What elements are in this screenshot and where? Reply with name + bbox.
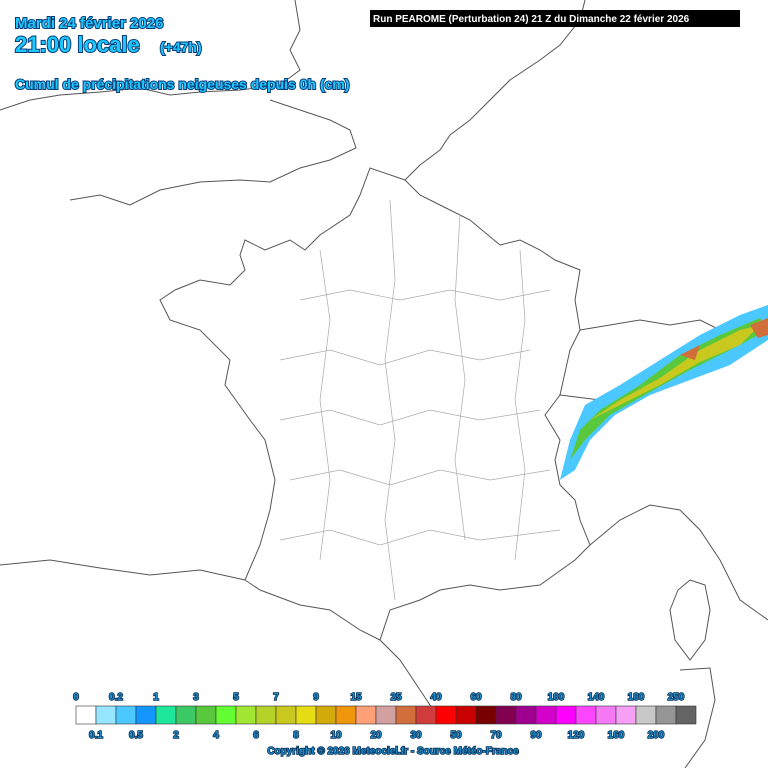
uk-south — [69, 99, 357, 206]
legend-label: 70 — [490, 730, 502, 741]
legend-swatch — [355, 705, 377, 725]
legend-swatch — [675, 705, 697, 725]
legend-label: 140 — [588, 692, 605, 703]
legend-label: 15 — [350, 692, 362, 703]
legend-label: 8 — [293, 730, 299, 741]
legend-swatch — [455, 705, 477, 725]
legend-label: 3 — [193, 692, 199, 703]
map-subtitle: Cumul de précipitations neigeuses depuis… — [15, 76, 350, 92]
snow-area — [590, 325, 760, 420]
legend-label: 50 — [450, 730, 462, 741]
legend-label: 60 — [470, 692, 482, 703]
legend-label: 160 — [608, 730, 625, 741]
legend-label: 1 — [153, 692, 159, 703]
legend-swatch — [275, 705, 297, 725]
legend-label: 80 — [510, 692, 522, 703]
legend-swatch — [495, 705, 517, 725]
legend-label: 40 — [430, 692, 442, 703]
legend-swatch — [195, 705, 217, 725]
legend-label: 30 — [410, 730, 422, 741]
forecast-date: Mardi 24 février 2026 — [15, 15, 163, 32]
legend-swatch — [435, 705, 457, 725]
legend-label: 2 — [173, 730, 179, 741]
legend-swatch — [135, 705, 157, 725]
legend-swatch — [375, 705, 397, 725]
legend-swatch — [655, 705, 677, 725]
sardinia — [679, 667, 716, 768]
forecast-time: 21:00 locale — [15, 32, 140, 57]
benelux-coast — [404, 0, 586, 181]
snow-cover — [560, 305, 768, 480]
corsica — [669, 579, 711, 661]
italy-coast — [589, 504, 768, 621]
legend-label: 0 — [73, 692, 79, 703]
legend-label: 6 — [253, 730, 259, 741]
legend-label: 200 — [648, 730, 665, 741]
legend-swatch — [235, 705, 257, 725]
legend-swatch — [295, 705, 317, 725]
legend-swatch — [215, 705, 237, 725]
legend-label: 250 — [668, 692, 685, 703]
legend-swatch — [535, 705, 557, 725]
france-outline — [159, 167, 591, 641]
legend-label: 25 — [390, 692, 402, 703]
forecast-offset: (+47h) — [160, 39, 202, 55]
legend-swatch — [615, 705, 637, 725]
legend-swatch — [475, 705, 497, 725]
run-banner — [370, 10, 740, 27]
legend-swatch — [635, 705, 657, 725]
legend-label: 20 — [370, 730, 382, 741]
legend-label: 5 — [233, 692, 239, 703]
legend-swatch — [255, 705, 277, 725]
legend-swatch — [315, 705, 337, 725]
legend-swatch — [595, 705, 617, 725]
snow-area — [680, 318, 768, 360]
spain-coast — [0, 559, 441, 721]
copyright: Copyright © 2026 Meteociel.fr - Source M… — [267, 746, 519, 757]
legend-swatch — [175, 705, 197, 725]
legend-swatch — [415, 705, 437, 725]
run-info: Run PEAROME (Perturbation 24) 21 Z du Di… — [373, 14, 690, 25]
legend-label: 10 — [330, 730, 342, 741]
legend-label: 120 — [568, 730, 585, 741]
legend-label: 0.5 — [129, 730, 143, 741]
legend-label: 0.2 — [109, 692, 123, 703]
legend-swatch — [395, 705, 417, 725]
legend-swatch — [515, 705, 537, 725]
department-borders — [279, 199, 561, 601]
legend-label: 100 — [548, 692, 565, 703]
legend-swatch — [555, 705, 577, 725]
legend-swatch — [575, 705, 597, 725]
legend-label: 180 — [628, 692, 645, 703]
legend-swatch — [335, 705, 357, 725]
legend: 0 0.1 0.2 0.5 1 2 3 4 5 6 7 8 9 10 15 20 25 30 40 50 60 70 80 9… — [72, 691, 697, 742]
legend-label: 9 — [313, 692, 319, 703]
legend-swatch — [75, 705, 97, 725]
legend-swatch — [95, 705, 117, 725]
uk-coast — [0, 0, 301, 111]
legend-label: 7 — [273, 692, 279, 703]
legend-label: 4 — [213, 730, 219, 741]
legend-label: 90 — [530, 730, 542, 741]
legend-label: 0.1 — [89, 730, 103, 741]
legend-swatch — [155, 705, 177, 725]
legend-swatch — [115, 705, 137, 725]
